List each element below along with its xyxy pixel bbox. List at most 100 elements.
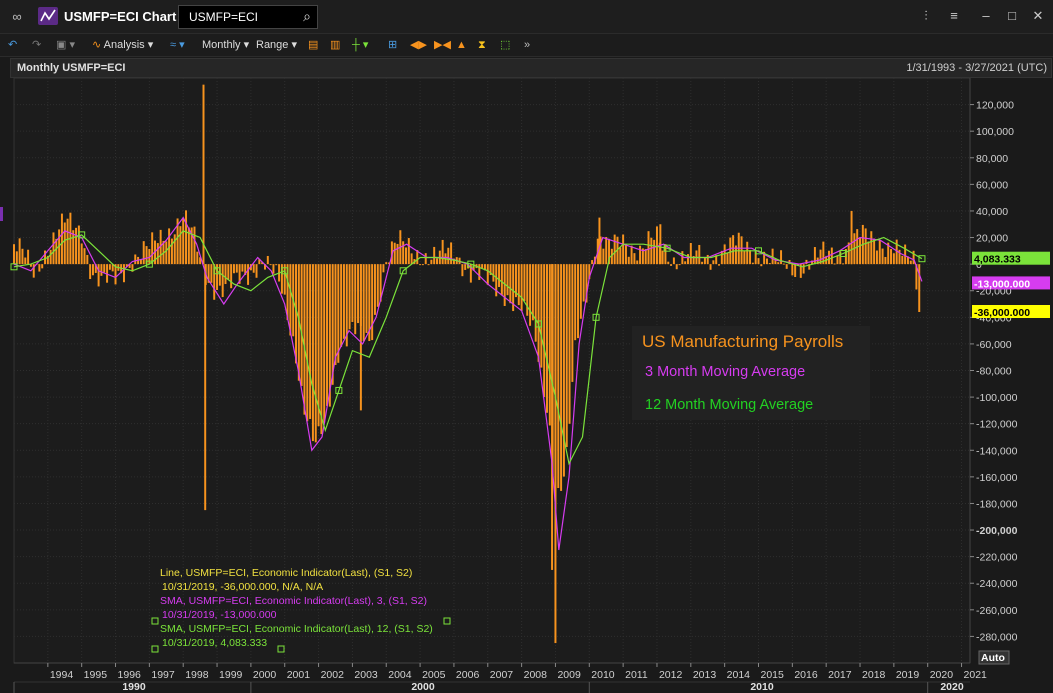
payroll-bar xyxy=(75,227,78,265)
payroll-bar xyxy=(901,255,904,265)
payroll-spike-bar xyxy=(202,84,205,265)
payroll-bar xyxy=(376,264,379,307)
payroll-bar xyxy=(782,263,785,265)
payroll-bar xyxy=(904,244,907,265)
toolbar: ↶ ↷ ▣ ▾ ∿ Analysis ▾ ≈ ▾ Monthly ▾ Range… xyxy=(0,34,1053,57)
crosshair-icon[interactable]: ┼ ▾ xyxy=(352,39,369,51)
menu-icon[interactable]: ≡ xyxy=(950,8,958,23)
line-chart-icon[interactable]: ▤ xyxy=(308,39,319,51)
value-tag-bg xyxy=(972,305,1050,318)
payroll-bar xyxy=(709,264,712,270)
payroll-bar xyxy=(357,264,360,324)
payroll-bar xyxy=(813,247,816,265)
y-tick-label: -100,000 xyxy=(976,392,1018,404)
x-tick-label: 2007 xyxy=(490,669,514,681)
sma12-line xyxy=(13,230,923,466)
payroll-bar xyxy=(811,260,814,265)
y-tick-label: -240,000 xyxy=(976,578,1018,590)
scroll-left-icon[interactable]: ◀▶ xyxy=(410,39,427,51)
payroll-bar xyxy=(706,254,709,265)
compress-icon[interactable]: ▶◀ xyxy=(434,39,451,51)
payroll-bar xyxy=(13,244,15,265)
payroll-bar xyxy=(754,251,757,265)
payroll-bar xyxy=(252,264,255,273)
payroll-bar xyxy=(306,264,309,422)
payroll-bar xyxy=(125,264,128,267)
payroll-spike-bar xyxy=(659,224,662,265)
payroll-bar xyxy=(280,264,283,294)
payroll-bar xyxy=(142,241,145,265)
payroll-bar xyxy=(492,264,495,282)
more-icon[interactable]: » xyxy=(524,39,531,51)
legend-entry-line2: 10/31/2019, -36,000.000, N/A, N/A xyxy=(162,581,323,593)
analysis-menu[interactable]: ∿ Analysis ▾ xyxy=(92,39,154,51)
maximize-button[interactable]: □ xyxy=(1008,8,1016,23)
payroll-bar xyxy=(799,264,802,278)
folder-icon[interactable]: ▣ ▾ xyxy=(56,39,75,51)
analysis-label: Analysis xyxy=(103,39,145,51)
payroll-bar xyxy=(300,264,303,386)
payroll-bar xyxy=(639,245,642,265)
payroll-bar xyxy=(100,264,103,276)
payroll-bar xyxy=(534,264,537,342)
payroll-bar xyxy=(873,238,876,265)
y-tick-label: -120,000 xyxy=(976,419,1018,431)
payroll-bar xyxy=(574,264,577,341)
payroll-bar xyxy=(622,234,625,265)
payroll-bar xyxy=(819,249,822,265)
payroll-bar xyxy=(486,264,489,285)
payroll-bar xyxy=(548,264,551,426)
select-icon[interactable]: ⬚ xyxy=(500,39,511,51)
payroll-bar xyxy=(887,242,890,265)
payroll-bar xyxy=(63,222,66,265)
payroll-bar xyxy=(602,248,605,265)
payroll-bar xyxy=(895,239,898,265)
search-input[interactable]: USMFP=ECI xyxy=(189,10,259,24)
minimize-button[interactable]: – xyxy=(982,8,990,23)
payroll-bar xyxy=(481,264,484,269)
payroll-bar xyxy=(348,264,351,330)
legend-marker xyxy=(151,645,159,653)
payroll-bar xyxy=(610,248,613,265)
payroll-bar xyxy=(388,262,391,265)
y-tick-label: -280,000 xyxy=(976,631,1018,643)
payroll-bar xyxy=(763,251,766,265)
range-menu[interactable]: Range ▾ xyxy=(256,39,297,51)
payroll-bar xyxy=(794,264,797,278)
search-icon[interactable]: ⌕ xyxy=(303,8,311,24)
x-tick-label: 2006 xyxy=(456,669,480,681)
search-box[interactable]: USMFP=ECI ⌕ xyxy=(178,5,318,29)
payroll-bar xyxy=(884,256,887,265)
x-tick-label: 2010 xyxy=(591,669,615,681)
frequency-menu[interactable]: Monthly ▾ xyxy=(202,39,250,51)
payroll-bar xyxy=(483,264,486,271)
bar-chart-icon[interactable]: ▥ xyxy=(330,39,341,51)
payroll-bar xyxy=(514,264,517,298)
undo-icon[interactable]: ↶ xyxy=(8,39,18,51)
x-tick-label: 2018 xyxy=(862,669,886,681)
auto-label[interactable]: Auto xyxy=(981,652,1005,664)
studies-icon[interactable]: ≈ ▾ xyxy=(170,39,185,51)
sma12-marker xyxy=(145,260,153,268)
payroll-bar xyxy=(342,264,345,339)
hourglass-icon[interactable]: ⧗ xyxy=(478,39,486,51)
x-tick-label: 2008 xyxy=(524,669,548,681)
payroll-bar xyxy=(238,264,241,284)
payroll-bar xyxy=(241,264,244,272)
redo-icon[interactable]: ↷ xyxy=(32,39,42,51)
payroll-bar xyxy=(21,248,24,265)
payroll-bar xyxy=(771,248,774,265)
payroll-bar xyxy=(379,264,382,302)
x-tick-label: 2005 xyxy=(422,669,446,681)
link-icon[interactable]: ∞ xyxy=(12,9,22,24)
annotation-sma12: 12 Month Moving Average xyxy=(645,397,813,413)
zoom-box-icon[interactable]: ⊞ xyxy=(388,39,398,51)
close-button[interactable]: ✕ xyxy=(1032,8,1044,23)
payroll-bar xyxy=(317,264,320,427)
payroll-bar xyxy=(791,264,794,276)
payroll-spike-bar xyxy=(359,264,362,411)
expand-vertical-icon[interactable]: ▲ xyxy=(456,39,467,51)
tree-icon[interactable]: ⫶ xyxy=(924,8,928,23)
x-tick-label: 1998 xyxy=(185,669,209,681)
